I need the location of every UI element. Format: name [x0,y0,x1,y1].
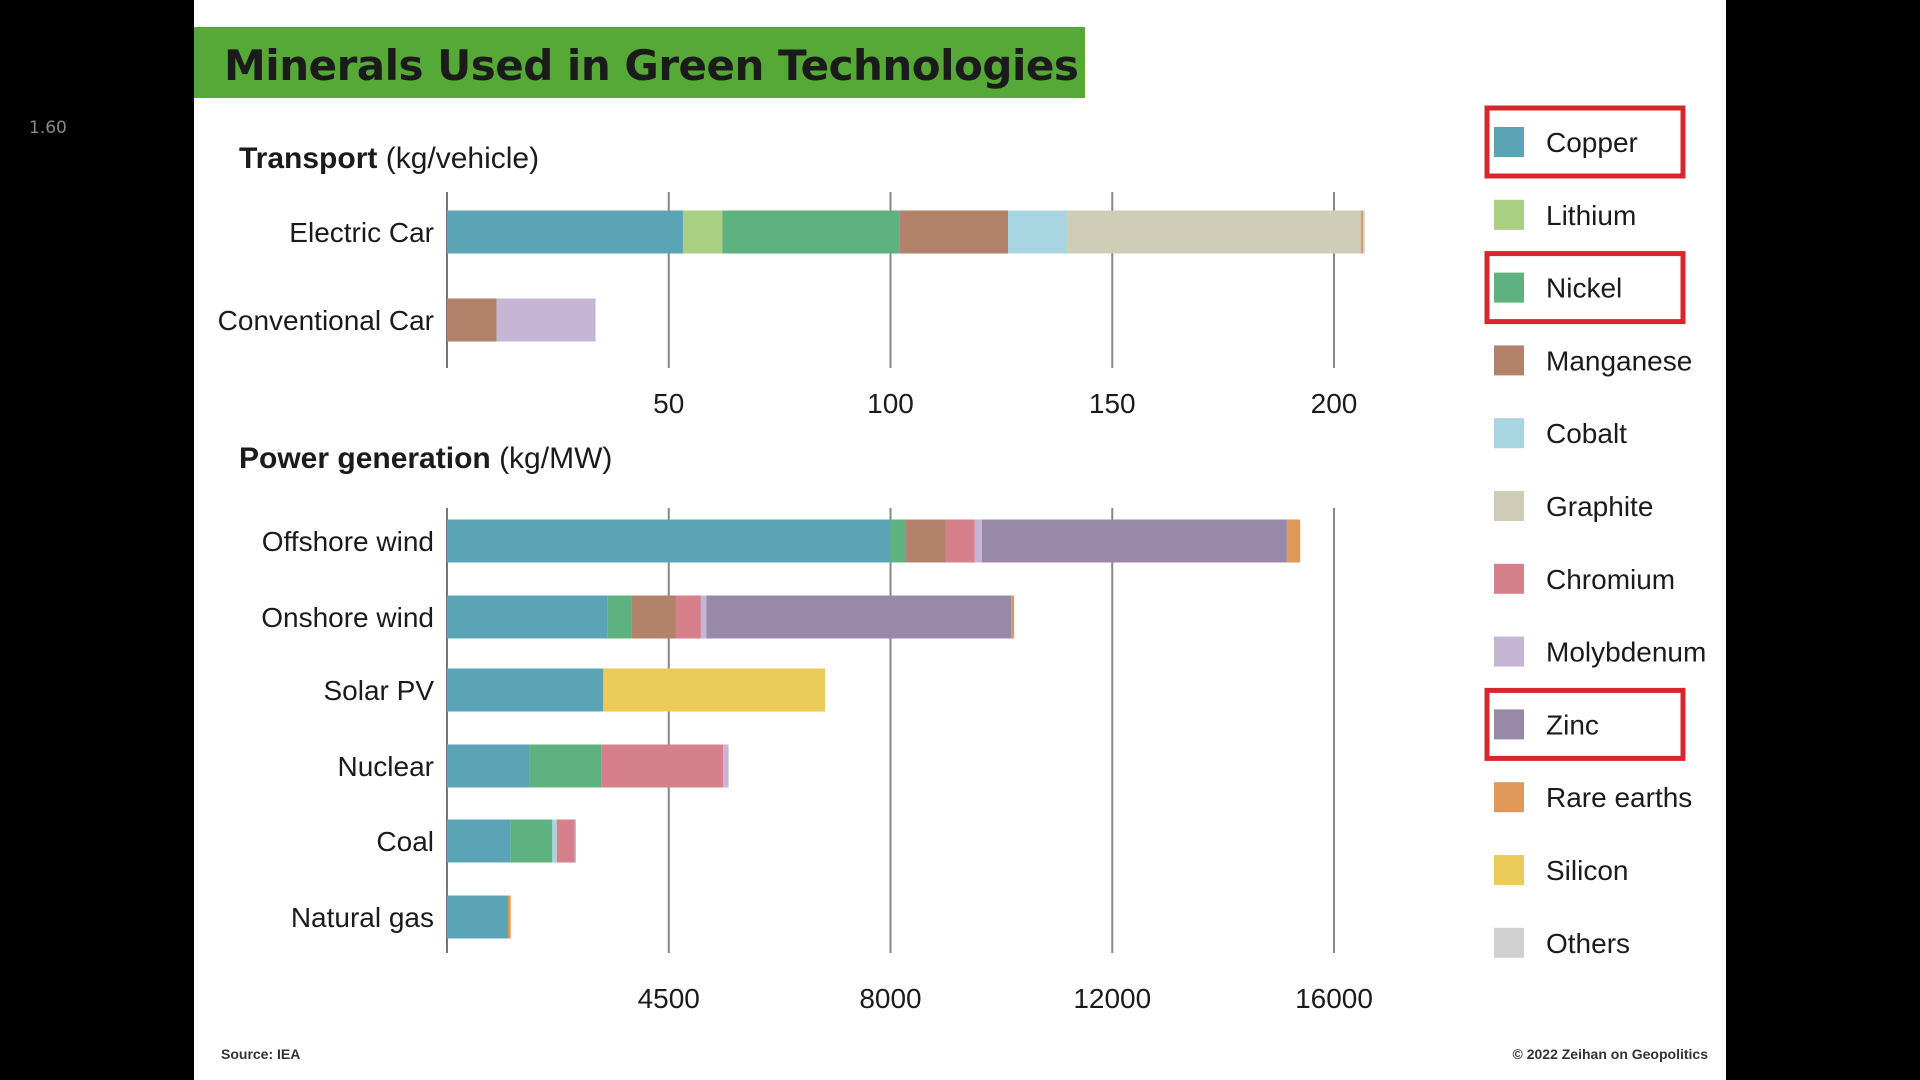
transport-bar-conventional-car-molybdenum [496,298,596,342]
transport-tick-label: 50 [653,388,684,419]
power-bar-natural-gas-rare-earths [507,895,511,939]
legend-highlight-box-nickel [1484,251,1686,325]
chart-canvas: Source: IEA © 2022 Zeihan on Geopolitics… [218,105,1709,1062]
power-category-label: Offshore wind [262,526,434,557]
power-bar-offshore-wind-rare-earths [1286,519,1301,563]
title-banner: Minerals Used in Green Technologies [194,27,1085,98]
power-category-label: Onshore wind [261,602,434,633]
transport-bar-electric-car-cobalt [1008,210,1068,254]
legend-label-silicon: Silicon [1546,855,1628,886]
legend-label-lithium: Lithium [1546,200,1636,231]
legend-label-others: Others [1546,928,1630,959]
source-note: Source: IEA [221,1046,300,1062]
transport-bar-conventional-car-manganese [447,298,497,342]
power-bar-onshore-wind-zinc [706,595,1012,639]
power-bar-coal-chromium [556,819,575,863]
power-bar-solar-pv-copper [447,668,604,712]
transport-category-label: Electric Car [289,217,434,248]
power-category-label: Nuclear [338,751,434,782]
transport-tick-label: 200 [1311,388,1358,419]
zoom-level-label: 1.60 [29,118,67,138]
transport-bar-electric-car-others [1363,210,1365,254]
transport-bar-electric-car-lithium [682,210,723,254]
transport-category-label: Conventional Car [218,305,434,336]
legend-label-rare-earths: Rare earths [1546,782,1692,813]
power-bar-coal-molybdenum [574,819,577,863]
power-tick-label: 16000 [1295,983,1373,1014]
legend-swatch-copper [1494,127,1524,157]
power-tick-label: 12000 [1073,983,1151,1014]
power-bar-offshore-wind-manganese [906,519,946,563]
power-tick-label: 8000 [859,983,921,1014]
legend-swatch-manganese [1494,345,1524,376]
power-category-label: Solar PV [324,675,435,706]
power-tick-label: 4500 [638,983,700,1014]
legend-label-graphite: Graphite [1546,491,1653,522]
legend-label-manganese: Manganese [1546,345,1692,376]
legend-swatch-cobalt [1494,418,1524,449]
legend-swatch-others [1494,927,1524,958]
power-bar-coal-nickel [510,819,553,863]
power-bar-nuclear-copper [447,744,530,788]
power-bar-coal-cobalt [552,819,557,863]
power-bar-onshore-wind-rare-earths [1011,595,1015,639]
chart-title: Minerals Used in Green Technologies [224,41,1079,90]
power-bar-nuclear-molybdenum [723,744,729,788]
power-bar-onshore-wind-chromium [675,595,701,639]
power-bar-offshore-wind-nickel [890,519,907,563]
chart-slide: Minerals Used in Green Technologies Sour… [194,0,1726,1080]
power-bar-coal-copper [447,819,511,863]
legend-label-nickel: Nickel [1546,273,1622,304]
power-bar-nuclear-chromium [601,744,724,788]
power-bar-onshore-wind-copper [447,595,608,639]
legend-swatch-nickel [1494,272,1524,303]
power-bar-natural-gas-copper [447,895,508,939]
legend-swatch-graphite [1494,491,1524,521]
legend-swatch-molybdenum [1494,636,1524,667]
legend-swatch-chromium [1494,563,1524,594]
power-bar-onshore-wind-molybdenum [700,595,707,639]
transport-bar-electric-car-rare-earths [1361,210,1364,254]
power-bar-solar-pv-silicon [603,668,826,712]
power-bar-offshore-wind-zinc [981,519,1287,563]
power-chart-title: Power generation (kg/MW) [239,442,612,475]
transport-tick-label: 100 [867,388,914,419]
power-bar-offshore-wind-copper [447,519,891,563]
transport-bar-electric-car-copper [447,210,683,254]
power-category-label: Coal [376,826,434,857]
transport-bar-electric-car-manganese [899,210,1009,254]
legend-highlight-box-copper [1484,105,1686,179]
transport-tick-label: 150 [1089,388,1136,419]
legend-swatch-lithium [1494,199,1524,230]
power-bar-onshore-wind-manganese [631,595,676,639]
legend-label-cobalt: Cobalt [1546,418,1627,449]
power-bar-onshore-wind-nickel [607,595,632,639]
legend-label-zinc: Zinc [1546,709,1599,740]
power-bar-nuclear-nickel [529,744,602,788]
power-category-label: Natural gas [291,902,434,933]
transport-bar-electric-car-graphite [1067,210,1362,254]
transport-bar-electric-car-nickel [722,210,900,254]
legend-swatch-zinc [1494,709,1524,740]
legend-swatch-rare-earths [1494,782,1524,813]
legend-label-chromium: Chromium [1546,564,1675,595]
power-bar-offshore-wind-chromium [945,519,975,563]
power-bar-offshore-wind-molybdenum [974,519,982,563]
legend-swatch-silicon [1494,855,1524,885]
legend-label-copper: Copper [1546,127,1638,158]
legend-highlight-box-zinc [1484,687,1686,761]
copyright-note: © 2022 Zeihan on Geopolitics [1513,1046,1709,1062]
transport-chart-title: Transport (kg/vehicle) [239,142,539,175]
legend-label-molybdenum: Molybdenum [1546,637,1706,668]
